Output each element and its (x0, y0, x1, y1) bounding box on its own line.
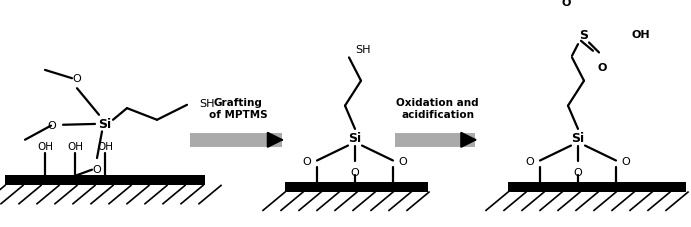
Text: O: O (399, 156, 408, 166)
Text: SH: SH (199, 99, 214, 109)
Text: Si: Si (98, 117, 111, 130)
Text: OH: OH (631, 30, 650, 40)
Text: OH: OH (97, 141, 113, 151)
Text: O: O (561, 0, 571, 8)
Text: SH: SH (355, 45, 370, 55)
Text: Oxidation and
acidification: Oxidation and acidification (397, 98, 479, 120)
Text: O: O (526, 156, 534, 166)
Text: O: O (597, 62, 607, 72)
Text: S: S (580, 29, 589, 42)
Text: O: O (350, 168, 359, 177)
Text: O: O (574, 168, 583, 177)
Text: O: O (622, 156, 630, 166)
Text: OH: OH (67, 141, 83, 151)
Text: O: O (303, 156, 312, 166)
Text: OH: OH (37, 141, 53, 151)
Bar (285, 182, 428, 192)
Bar (508, 182, 686, 192)
Text: O: O (93, 164, 102, 174)
Bar (5, 176, 205, 186)
Text: Si: Si (571, 131, 585, 144)
Text: O: O (47, 120, 56, 130)
Text: O: O (73, 74, 82, 84)
Text: Si: Si (348, 131, 361, 144)
Text: Grafting
of MPTMS: Grafting of MPTMS (209, 98, 267, 120)
